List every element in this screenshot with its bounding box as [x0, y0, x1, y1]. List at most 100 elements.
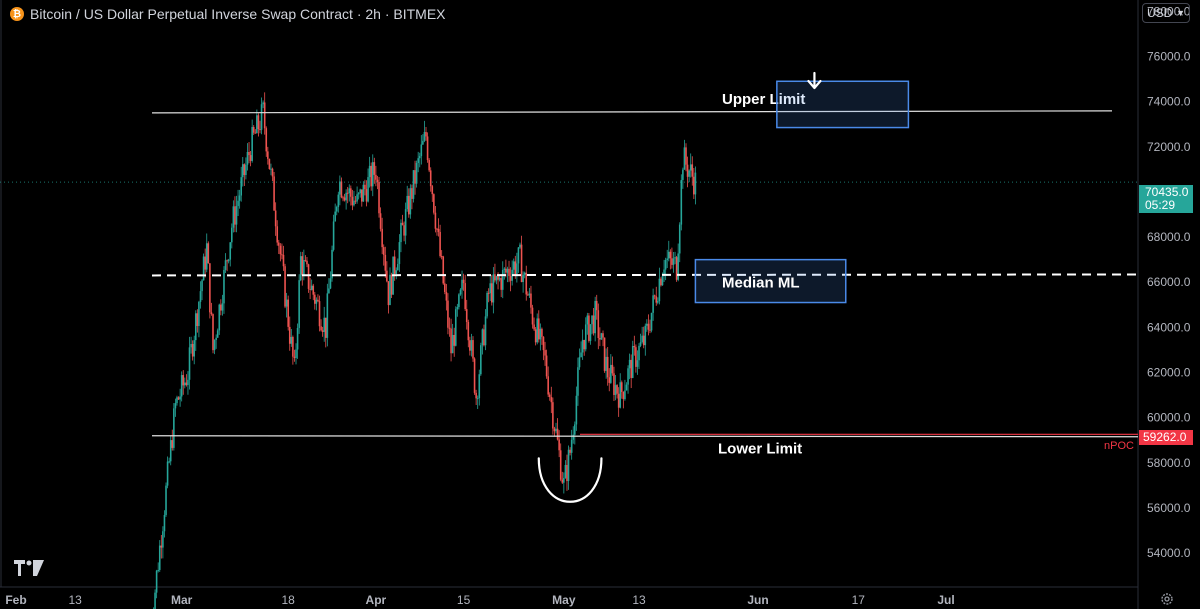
candle-body — [185, 382, 188, 386]
currency-label: USD — [1147, 6, 1173, 20]
candle-body — [345, 192, 347, 201]
candle-body — [282, 254, 285, 267]
y-tick-label: 64000.0 — [1147, 320, 1191, 334]
y-tick-label: 58000.0 — [1147, 456, 1191, 470]
candle-body — [249, 155, 252, 161]
currency-selector[interactable]: USD ▼ — [1142, 3, 1190, 23]
candle-body — [567, 449, 570, 482]
symbol-title[interactable]: Bitcoin / US Dollar Perpetual Inverse Sw… — [30, 6, 446, 22]
candle-body — [584, 324, 587, 350]
candle-body — [207, 243, 210, 264]
candle-body — [403, 225, 405, 236]
candle-body — [478, 374, 481, 399]
candle-body — [575, 395, 578, 425]
candle-body — [254, 132, 257, 134]
candle-body — [489, 283, 492, 294]
median-ml-box — [694, 258, 847, 304]
candle-body — [509, 276, 512, 281]
npoc-price-badge: 59262.0 — [1139, 430, 1193, 445]
candle-body — [251, 127, 253, 161]
candle-body — [384, 254, 387, 271]
candle-body — [686, 164, 689, 177]
candle-body — [563, 477, 565, 483]
candle-body — [326, 293, 329, 338]
candle-body — [243, 164, 246, 175]
candle-body — [163, 514, 166, 532]
candle-body — [262, 102, 264, 105]
candle-body — [625, 384, 628, 391]
tradingview-logo-icon[interactable] — [14, 558, 44, 578]
x-tick-label: Jul — [937, 593, 954, 607]
lower-limit-label: Lower Limit — [718, 441, 802, 458]
candle-body — [591, 315, 593, 325]
candle-body — [370, 165, 372, 187]
candle-body — [329, 278, 332, 289]
candle-body — [431, 186, 434, 195]
candle-body — [290, 337, 293, 344]
candle-body — [190, 344, 192, 348]
candle-body — [371, 162, 374, 187]
candle-body — [365, 189, 368, 202]
candle-body — [357, 193, 360, 195]
candle-body — [177, 397, 180, 400]
candle-body — [193, 340, 196, 357]
candle-body — [154, 592, 156, 609]
candle-body — [666, 258, 669, 261]
candle-body — [566, 464, 568, 482]
median-ml-label: Median ML — [722, 274, 800, 291]
candle-body — [638, 345, 640, 361]
candle-body — [506, 268, 509, 273]
upper-limit-line — [151, 110, 1113, 114]
candle-body — [525, 272, 528, 295]
candle-body — [224, 260, 227, 270]
candle-body — [337, 194, 340, 208]
candle-body — [314, 294, 316, 304]
candle-body — [342, 197, 344, 199]
candle-body — [340, 181, 343, 198]
candle-body — [412, 170, 415, 199]
candle-body — [360, 189, 363, 202]
candle-body — [436, 228, 438, 230]
candle-body — [411, 188, 413, 199]
candle-body — [473, 358, 476, 393]
candle-body — [553, 428, 556, 432]
candle-body — [306, 260, 308, 265]
candle-body — [586, 315, 589, 325]
candle-body — [221, 303, 224, 311]
candle-body — [497, 276, 499, 280]
candle-body — [276, 226, 279, 243]
candle-body — [359, 189, 362, 194]
x-tick-label: Jun — [747, 593, 768, 607]
candle-body — [188, 347, 191, 380]
x-tick-label: Feb — [5, 593, 26, 607]
candle-body — [459, 289, 462, 295]
candle-body — [393, 256, 396, 274]
candle-body — [409, 188, 412, 215]
candle-body — [265, 128, 268, 152]
candle-body — [395, 270, 398, 274]
candle-body — [296, 327, 299, 350]
candle-body — [520, 244, 523, 283]
candle-body — [647, 323, 650, 330]
candle-body — [523, 272, 526, 275]
candle-body — [652, 295, 654, 313]
candle-body — [574, 424, 576, 435]
settings-gear-icon[interactable] — [1160, 592, 1174, 606]
candle-body — [674, 257, 676, 259]
candle-body — [595, 300, 598, 311]
candle-body — [552, 402, 554, 429]
candle-body — [688, 170, 690, 177]
candle-body — [611, 364, 614, 374]
candle-body — [301, 256, 304, 276]
candle-body — [544, 350, 546, 356]
candle-body — [619, 382, 622, 408]
candle-body — [522, 274, 524, 283]
candle-body — [536, 318, 539, 343]
candle-body — [204, 256, 206, 270]
candle-body — [680, 179, 683, 225]
candle-body — [516, 263, 518, 275]
candle-body — [663, 269, 665, 277]
candle-body — [229, 242, 232, 260]
npoc-price-value: 59262.0 — [1143, 430, 1187, 444]
